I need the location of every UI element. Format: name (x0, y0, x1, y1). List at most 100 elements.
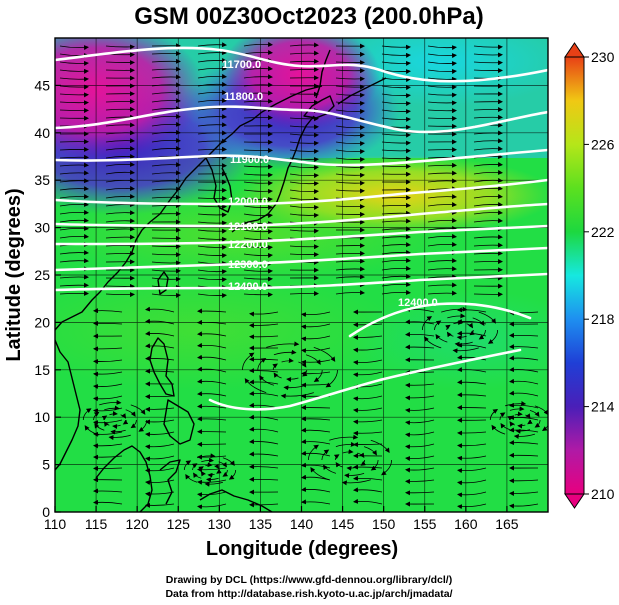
streamline (434, 320, 442, 331)
streamline (151, 82, 181, 88)
streamline (335, 290, 365, 296)
streamline (427, 53, 457, 59)
streamline (145, 406, 175, 412)
streamline (145, 431, 175, 437)
streamline (509, 378, 539, 385)
streamline (249, 322, 279, 328)
streamline (422, 316, 433, 331)
y-tick-label: 35 (34, 172, 50, 188)
streamline (335, 108, 365, 114)
streamline (457, 455, 487, 461)
plot-area: 11700.0 11800.0 11900.0 12000.0 12100.0 … (55, 38, 548, 512)
streamline (197, 65, 227, 71)
streamline (473, 44, 503, 50)
streamline (381, 273, 411, 279)
streamline (105, 138, 135, 144)
streamline (335, 141, 365, 147)
streamline (353, 487, 383, 493)
contour-labels: 11700.0 11800.0 11900.0 12000.0 12100.0 … (222, 59, 438, 309)
streamline (335, 164, 365, 170)
streamline (335, 84, 365, 90)
streamline (509, 490, 539, 496)
streamline (435, 333, 448, 343)
streamline (289, 204, 319, 210)
streamline (93, 411, 100, 421)
colorbar-tick-label: 226 (591, 136, 615, 152)
streamline (59, 186, 89, 192)
streamline (301, 335, 331, 342)
streamline (335, 156, 365, 162)
streamline (323, 464, 337, 474)
streamline (197, 277, 227, 283)
streamline (249, 464, 279, 470)
y-tick-label: 20 (34, 314, 50, 330)
streamline (353, 334, 383, 340)
streamline (197, 503, 227, 510)
streamline (509, 421, 515, 427)
streamline (191, 463, 198, 471)
x-tick-label: 155 (413, 516, 437, 532)
streamline (197, 253, 227, 259)
streamline (301, 439, 331, 445)
streamline (353, 359, 383, 366)
colorbar-tick-label: 214 (591, 399, 615, 415)
streamline (249, 426, 279, 433)
streamline (473, 107, 503, 113)
streamline (381, 250, 411, 256)
streamline (185, 473, 198, 483)
streamline (353, 419, 383, 425)
streamline (145, 419, 175, 425)
streamline (59, 194, 89, 200)
streamline (289, 244, 319, 250)
streamline (381, 116, 411, 122)
streamline (381, 226, 411, 232)
streamline (197, 366, 227, 373)
streamline (289, 197, 319, 203)
streamline (457, 467, 487, 474)
streamline (243, 221, 273, 227)
streamline (243, 196, 273, 202)
streamline (93, 359, 123, 365)
streamline (151, 137, 181, 143)
streamline (197, 73, 227, 79)
streamline (427, 92, 457, 98)
streamline (197, 403, 227, 409)
y-tick-label: 5 (42, 457, 50, 473)
contour-12400-north (55, 272, 548, 292)
streamline (405, 395, 435, 401)
streamline (93, 308, 123, 314)
x-tick-label: 135 (249, 516, 273, 532)
streamline (266, 341, 300, 348)
streamline (381, 140, 411, 146)
streamline (243, 229, 273, 235)
streamline (509, 406, 525, 412)
streamline (197, 204, 227, 210)
streamline (289, 42, 319, 48)
streamline (289, 132, 319, 138)
streamline (427, 266, 457, 272)
streamline (243, 66, 273, 72)
streamline (301, 474, 331, 481)
streamline (405, 443, 435, 450)
streamline (360, 459, 367, 466)
streamline (205, 462, 213, 468)
streamline (206, 477, 219, 483)
streamline (145, 467, 175, 474)
streamline (93, 395, 123, 402)
map-title: GSM 00Z30Oct2023 (200.0hPa) (134, 3, 484, 30)
streamline (473, 193, 503, 199)
streamline (335, 172, 365, 178)
streamline (105, 292, 135, 298)
streamline (381, 257, 411, 263)
streamline (145, 368, 175, 374)
streamline (457, 330, 487, 337)
streamline (257, 358, 267, 371)
streamline (105, 60, 135, 66)
streamline (489, 408, 499, 421)
streamline (509, 402, 539, 409)
streamline (82, 408, 92, 421)
streamline (59, 274, 89, 280)
streamline (427, 178, 457, 184)
streamline (454, 341, 473, 347)
